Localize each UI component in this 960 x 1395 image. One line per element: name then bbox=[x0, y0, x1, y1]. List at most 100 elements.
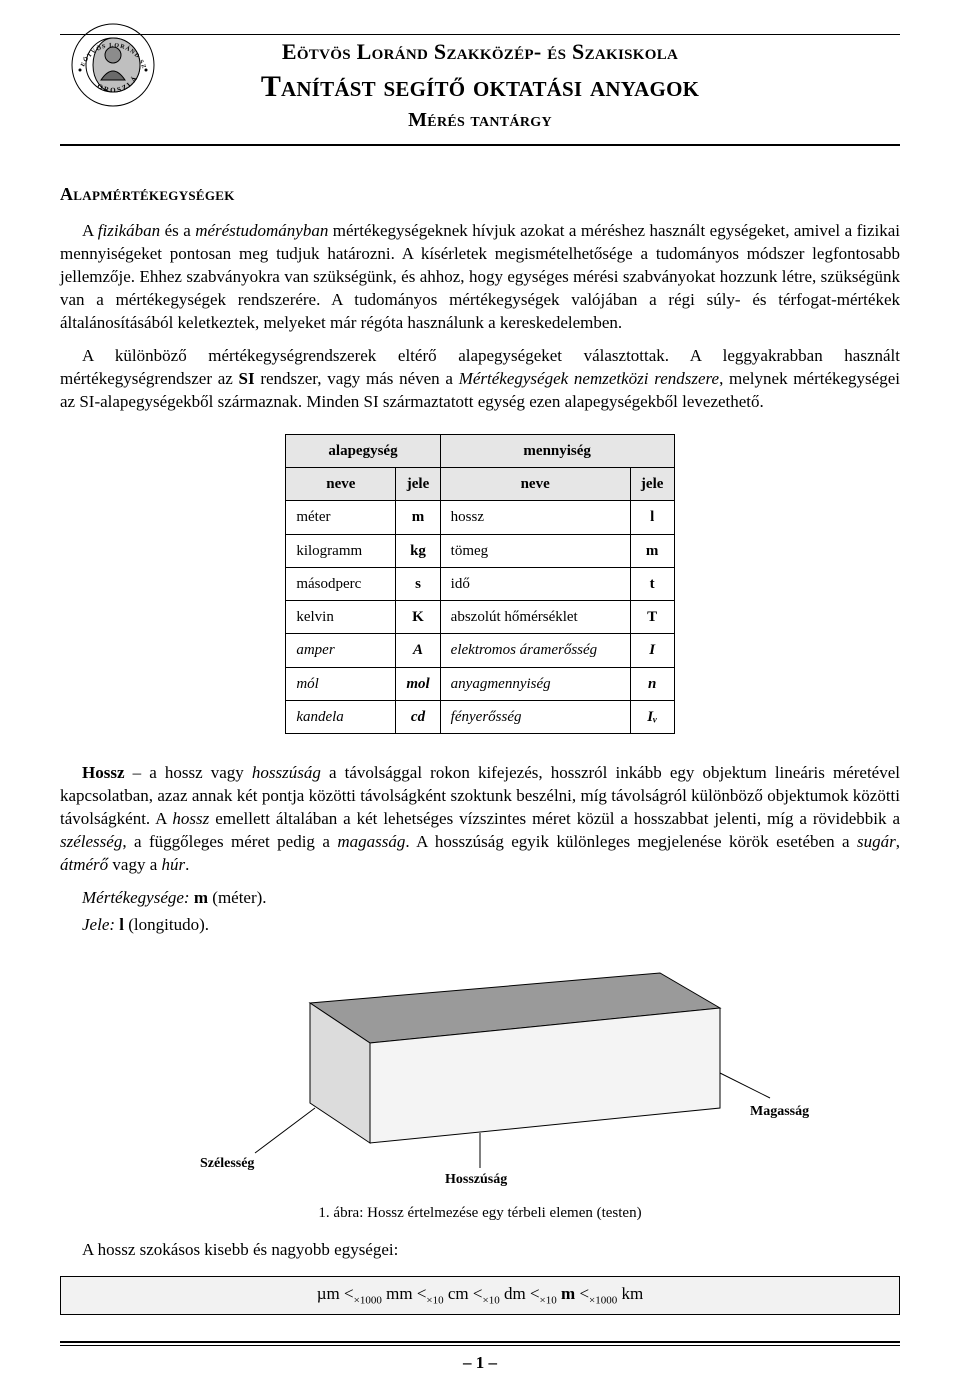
cell-quantity-name: anyagmennyiség bbox=[440, 667, 630, 700]
text-italic: átmérő bbox=[60, 855, 108, 874]
scale: ×1000 bbox=[589, 1294, 617, 1306]
text: emellett általában a két lehetséges vízs… bbox=[209, 809, 900, 828]
label: Mértékegysége: bbox=[82, 888, 190, 907]
cell-unit-symbol: mol bbox=[396, 667, 440, 700]
scale: ×10 bbox=[483, 1294, 500, 1306]
cell-unit-symbol: kg bbox=[396, 534, 440, 567]
table-row: másodpercsidőt bbox=[286, 567, 674, 600]
label-hosszusag: Hosszúság bbox=[445, 1172, 507, 1187]
col-jele-2: jele bbox=[630, 468, 674, 501]
cell-quantity-symbol: Iᵥ bbox=[630, 700, 674, 733]
explain: (méter). bbox=[208, 888, 267, 907]
label: Jele: bbox=[82, 915, 115, 934]
table-header-cols: neve jele neve jele bbox=[286, 468, 674, 501]
header-line-2: Tanítást segítő oktatási anyagok bbox=[60, 67, 900, 108]
cell-unit-name: kilogramm bbox=[286, 534, 396, 567]
cell-unit-symbol: s bbox=[396, 567, 440, 600]
cell-unit-name: másodperc bbox=[286, 567, 396, 600]
cell-quantity-name: abszolút hőmérséklet bbox=[440, 601, 630, 634]
u5: m bbox=[561, 1284, 575, 1303]
page-footer: – 1 – bbox=[60, 1341, 900, 1375]
cell-quantity-name: hossz bbox=[440, 501, 630, 534]
intro-paragraph-2: A különböző mértékegységrendszerek eltér… bbox=[60, 345, 900, 414]
cell-unit-name: mól bbox=[286, 667, 396, 700]
table-row: amperAelektromos áramerősségI bbox=[286, 634, 674, 667]
text-italic: sugár bbox=[857, 832, 896, 851]
u3: cm bbox=[448, 1284, 469, 1303]
figure-box: Szélesség Hosszúság Magasság 1. ábra: Ho… bbox=[60, 943, 900, 1223]
text: . A hosszúság egyik különleges megjelené… bbox=[405, 832, 857, 851]
units-intro: A hossz szokásos kisebb és nagyobb egysé… bbox=[60, 1239, 900, 1262]
cell-quantity-name: idő bbox=[440, 567, 630, 600]
cell-unit-symbol: K bbox=[396, 601, 440, 634]
cell-quantity-name: elektromos áramerősség bbox=[440, 634, 630, 667]
cell-unit-name: kelvin bbox=[286, 601, 396, 634]
col-neve-1: neve bbox=[286, 468, 396, 501]
text-bold: SI bbox=[239, 369, 255, 388]
table-row: mólmolanyagmennyiségn bbox=[286, 667, 674, 700]
cell-quantity-symbol: l bbox=[630, 501, 674, 534]
text: rendszer, vagy más néven a bbox=[255, 369, 459, 388]
school-logo: EÖTVÖS LORÁND SZAKKÖZÉP- ÉS SZAKISKOLA O… bbox=[70, 22, 156, 115]
header-line-3: Mérés tantárgy bbox=[60, 107, 900, 134]
u1: µm bbox=[317, 1284, 340, 1303]
lt: < bbox=[473, 1284, 483, 1303]
label-magassag: Magasság bbox=[750, 1104, 809, 1119]
col-neve-2: neve bbox=[440, 468, 630, 501]
cell-unit-symbol: m bbox=[396, 501, 440, 534]
units-scale-bar: µm <×1000 mm <×10 cm <×10 dm <×10 m <×10… bbox=[60, 1276, 900, 1315]
u2: mm bbox=[386, 1284, 412, 1303]
text-italic: hosszúság bbox=[252, 763, 321, 782]
col-group-alapegyseg: alapegység bbox=[286, 434, 440, 467]
table-row: kandelacdfényerősségIᵥ bbox=[286, 700, 674, 733]
cell-quantity-symbol: t bbox=[630, 567, 674, 600]
table-row: métermhosszl bbox=[286, 501, 674, 534]
cell-quantity-symbol: n bbox=[630, 667, 674, 700]
unit-line: Mértékegysége: m (méter). bbox=[82, 887, 900, 910]
text-bold: Hossz bbox=[82, 763, 125, 782]
page-number: – 1 – bbox=[60, 1345, 900, 1375]
text-italic: szélesség bbox=[60, 832, 122, 851]
si-units-table: alapegység mennyiség neve jele neve jele… bbox=[285, 434, 674, 734]
cell-quantity-name: fényerősség bbox=[440, 700, 630, 733]
text-italic: húr bbox=[162, 855, 186, 874]
cell-unit-name: amper bbox=[286, 634, 396, 667]
page-header: EÖTVÖS LORÁND SZAKKÖZÉP- ÉS SZAKISKOLA O… bbox=[60, 28, 900, 146]
lt: < bbox=[417, 1284, 427, 1303]
header-titles: Eötvös Loránd Szakközép- és Szakiskola T… bbox=[60, 37, 900, 134]
label-szelesseg: Szélesség bbox=[200, 1156, 254, 1171]
text-italic: magasság bbox=[337, 832, 405, 851]
header-rule bbox=[60, 34, 900, 35]
value: m bbox=[194, 888, 208, 907]
text-italic: Mértékegységek nemzetközi rendszere bbox=[459, 369, 719, 388]
table-row: kelvinKabszolút hőmérsékletT bbox=[286, 601, 674, 634]
col-jele-1: jele bbox=[396, 468, 440, 501]
text: A bbox=[82, 221, 98, 240]
hossz-paragraph: Hossz – a hossz vagy hosszúság a távolsá… bbox=[60, 762, 900, 877]
cell-quantity-name: tömeg bbox=[440, 534, 630, 567]
col-group-mennyiseg: mennyiség bbox=[440, 434, 674, 467]
cell-quantity-symbol: T bbox=[630, 601, 674, 634]
u4: dm bbox=[504, 1284, 526, 1303]
table-row: kilogrammkgtömegm bbox=[286, 534, 674, 567]
scale: ×10 bbox=[540, 1294, 557, 1306]
text: és a bbox=[160, 221, 195, 240]
text-italic: hossz bbox=[172, 809, 209, 828]
lt: < bbox=[344, 1284, 354, 1303]
text: – a hossz vagy bbox=[125, 763, 252, 782]
text-italic: méréstudományban bbox=[195, 221, 328, 240]
text: . bbox=[185, 855, 189, 874]
text: , a függőleges méret pedig a bbox=[122, 832, 337, 851]
lt: < bbox=[530, 1284, 540, 1303]
figure-caption: 1. ábra: Hossz értelmezése egy térbeli e… bbox=[60, 1203, 900, 1223]
text: vagy a bbox=[108, 855, 161, 874]
intro-paragraph-1: A fizikában és a méréstudományban mérték… bbox=[60, 220, 900, 335]
cell-unit-name: kandela bbox=[286, 700, 396, 733]
scale: ×1000 bbox=[354, 1294, 382, 1306]
text-italic: fizikában bbox=[98, 221, 160, 240]
cell-quantity-symbol: I bbox=[630, 634, 674, 667]
cell-unit-symbol: A bbox=[396, 634, 440, 667]
u6: km bbox=[622, 1284, 644, 1303]
cell-unit-symbol: cd bbox=[396, 700, 440, 733]
table-header-group: alapegység mennyiség bbox=[286, 434, 674, 467]
